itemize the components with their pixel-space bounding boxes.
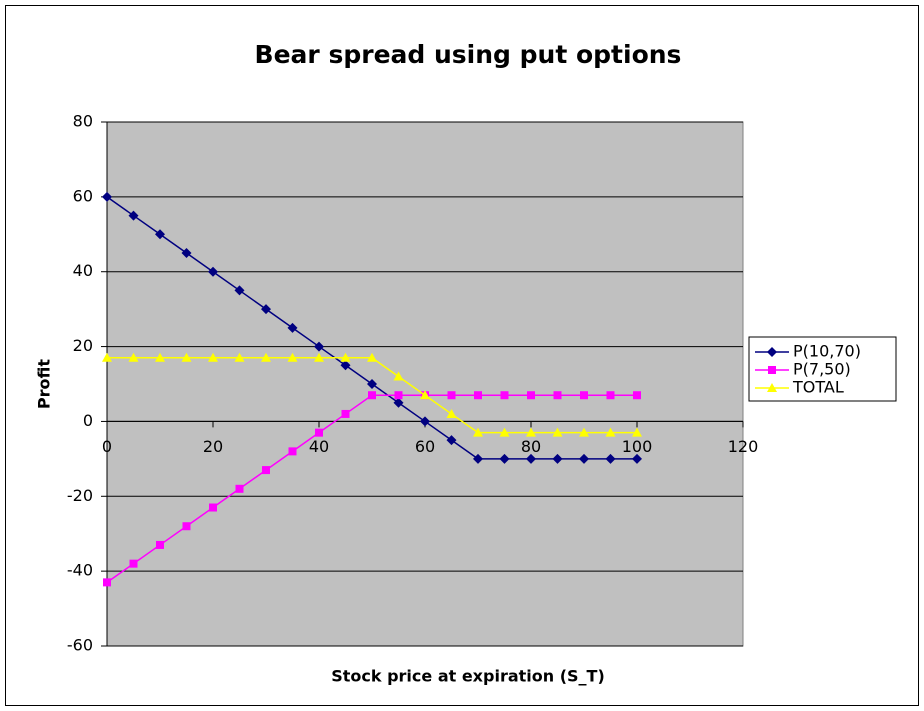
x-tick-label: 0 [102,437,112,456]
marker [632,453,642,464]
marker [314,352,324,362]
y-tick-label: 20 [73,336,93,355]
marker [287,352,298,362]
y-axis-label: Profit [35,359,54,409]
marker [553,391,562,400]
legend-marker [767,383,777,392]
marker [473,453,483,464]
marker [579,427,589,437]
marker [605,427,616,437]
marker [527,391,535,400]
marker [287,322,298,333]
marker [368,391,376,400]
marker [181,352,192,362]
x-tick-label: 20 [203,437,223,456]
marker [209,503,217,512]
marker [446,408,457,418]
marker [500,391,509,400]
marker [552,453,563,464]
marker [340,360,351,371]
marker [579,453,589,464]
legend-label: P(7,50) [793,360,851,379]
legend-marker [768,366,776,374]
marker [394,391,403,400]
plot-area [106,121,744,647]
marker [474,391,482,400]
marker [605,453,616,464]
legend-label: TOTAL [792,378,844,397]
y-tick-label: -20 [67,486,93,505]
marker [261,304,271,315]
marker [341,409,350,418]
marker [102,352,112,362]
marker [633,391,641,400]
marker [129,559,138,568]
marker [340,352,351,362]
y-tick-label: 60 [73,186,93,205]
legend-marker [767,347,777,357]
marker [420,390,430,400]
marker [499,453,510,464]
marker [393,397,404,408]
legend-label: P(10,70) [793,342,861,361]
x-axis-label: Stock price at expiration (S_T) [331,667,605,686]
y-tick-label: -40 [67,561,93,580]
marker [552,427,563,437]
marker [182,522,191,531]
marker [261,352,271,362]
marker [447,391,456,400]
marker [234,352,245,362]
x-tick-label: 80 [521,437,541,456]
marker [103,578,111,587]
marker [128,352,139,362]
x-tick-label: 100 [622,437,653,456]
marker [208,266,218,277]
chart-title: Bear spread using put options [255,40,682,69]
marker [367,379,377,389]
marker [526,427,536,437]
marker [262,466,270,475]
marker [526,453,536,464]
marker [393,371,404,381]
marker [632,427,642,437]
marker [181,248,192,258]
marker [156,540,164,549]
x-tick-label: 60 [415,437,435,456]
marker [315,428,323,437]
x-tick-label: 40 [309,437,329,456]
marker [314,341,324,352]
marker [420,416,430,427]
y-tick-label: 0 [83,411,93,430]
marker [234,285,245,296]
x-tick-label: 120 [728,437,759,456]
marker [499,427,510,437]
y-tick-label: 80 [73,112,93,131]
marker [288,447,297,456]
y-tick-label: -60 [67,636,93,655]
marker [235,484,244,493]
marker [367,352,377,362]
marker [606,391,615,400]
marker [155,352,165,362]
marker [208,352,218,362]
y-tick-label: 40 [73,261,93,280]
marker [155,229,165,240]
marker [102,191,112,202]
marker [128,210,139,221]
marker [580,391,588,400]
marker [446,435,457,446]
marker [473,427,483,437]
